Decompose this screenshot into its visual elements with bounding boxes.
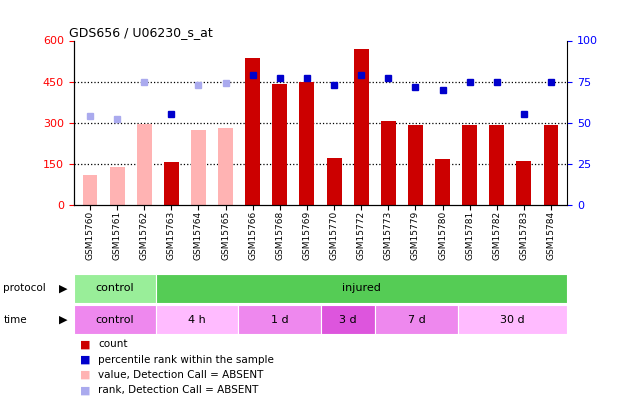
Text: 30 d: 30 d	[500, 315, 525, 324]
Bar	[238, 305, 320, 334]
Bar	[489, 125, 504, 205]
Bar	[191, 130, 206, 205]
Bar	[376, 305, 458, 334]
Text: rank, Detection Call = ABSENT: rank, Detection Call = ABSENT	[98, 386, 258, 395]
Bar	[137, 124, 152, 205]
Text: count: count	[98, 339, 128, 349]
Text: GDS656 / U06230_s_at: GDS656 / U06230_s_at	[69, 26, 213, 39]
Bar	[435, 159, 450, 205]
Bar	[74, 305, 156, 334]
Text: 7 d: 7 d	[408, 315, 426, 324]
Bar	[354, 49, 369, 205]
Bar	[156, 305, 238, 334]
Bar	[299, 83, 314, 205]
Bar	[408, 125, 423, 205]
Text: percentile rank within the sample: percentile rank within the sample	[98, 355, 274, 364]
Bar	[320, 305, 376, 334]
Text: ■: ■	[80, 339, 90, 349]
Text: injured: injured	[342, 284, 381, 293]
Text: 1 d: 1 d	[271, 315, 288, 324]
Bar	[272, 84, 287, 205]
Text: protocol: protocol	[3, 284, 46, 293]
Bar	[462, 125, 477, 205]
Bar	[218, 128, 233, 205]
Bar	[83, 175, 97, 205]
Text: value, Detection Call = ABSENT: value, Detection Call = ABSENT	[98, 370, 263, 380]
Text: 3 d: 3 d	[339, 315, 357, 324]
Bar	[246, 58, 260, 205]
Text: ■: ■	[80, 386, 90, 395]
Bar	[164, 162, 179, 205]
Text: ▶: ▶	[59, 315, 67, 324]
Text: ▶: ▶	[59, 284, 67, 293]
Text: time: time	[3, 315, 27, 324]
Bar	[327, 158, 342, 205]
Bar	[458, 305, 567, 334]
Bar	[517, 161, 531, 205]
Text: ■: ■	[80, 355, 90, 364]
Bar	[110, 167, 124, 205]
Text: ■: ■	[80, 370, 90, 380]
Text: 4 h: 4 h	[188, 315, 206, 324]
Bar	[381, 121, 395, 205]
Bar	[156, 274, 567, 303]
Bar	[544, 125, 558, 205]
Text: control: control	[96, 284, 134, 293]
Text: control: control	[96, 315, 134, 324]
Bar	[74, 274, 156, 303]
